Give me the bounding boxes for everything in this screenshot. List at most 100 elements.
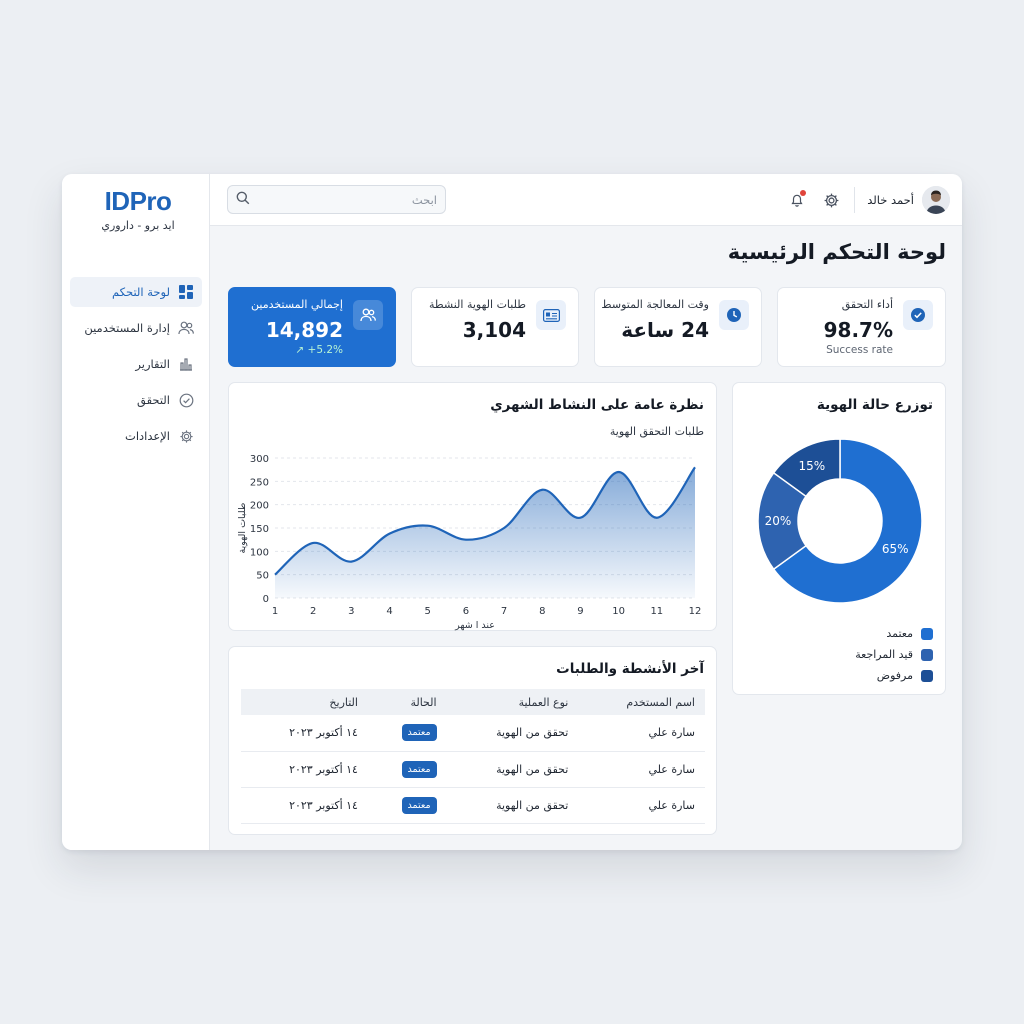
stat-label: وقت المعالجة المتوسط — [601, 298, 709, 311]
x-tick-label: 3 — [348, 606, 354, 617]
sidebar-item-settings[interactable]: الإعدادات — [70, 421, 202, 451]
cell-date: ١٤ أكتوبر ٢٠٢٣ — [241, 715, 368, 752]
card-title: آخر الأنشطة والطلبات — [556, 661, 704, 677]
data-point — [274, 573, 276, 575]
status-badge: معتمد — [401, 760, 437, 778]
dashboard-icon — [178, 284, 194, 300]
topbar-actions: أحمد خالد — [786, 184, 950, 216]
search-icon — [236, 190, 250, 209]
data-point — [312, 542, 314, 544]
search-box[interactable] — [227, 185, 446, 214]
user-name[interactable]: أحمد خالد — [867, 193, 914, 207]
x-tick-label: 2 — [310, 606, 316, 617]
clock-icon — [719, 300, 749, 330]
x-tick-label: 9 — [577, 606, 583, 617]
card-title: توزرع حالة الهوية — [816, 397, 933, 413]
users-icon — [353, 300, 383, 330]
legend-swatch — [921, 648, 933, 661]
sidebar-item-label: الإعدادات — [125, 429, 170, 443]
legend-swatch — [921, 669, 933, 682]
data-point — [617, 471, 619, 473]
chart-legend: معتمد قيد المراجعة مرفوض — [743, 623, 933, 686]
sidebar-item-reports[interactable]: التقارير — [70, 349, 202, 379]
stat-card-active-requests[interactable]: طلبات الهوية النشطة 3,104 — [411, 287, 579, 367]
topbar: أحمد خالد — [210, 174, 962, 226]
stat-value: 3,104 — [462, 318, 526, 342]
y-tick-label: 300 — [250, 454, 269, 465]
legend-label: معتمد — [886, 627, 913, 640]
legend-item-pending: قيد المراجعة — [743, 644, 933, 665]
pie-slice — [772, 438, 923, 604]
stat-card-processing-time[interactable]: وقت المعالجة المتوسط 24 ساعة — [594, 287, 762, 367]
stat-trend: ↗ +5.2% — [295, 344, 343, 356]
brand-subtitle: ايد برو - داروري — [101, 219, 175, 232]
y-tick-label: 50 — [256, 571, 269, 582]
y-tick-label: 0 — [263, 594, 269, 605]
notification-dot — [800, 190, 807, 196]
recent-activity-card: آخر الأنشطة والطلبات اسم المستخدم نوع ال… — [228, 646, 717, 835]
x-axis-label: عند ا شهر — [454, 620, 495, 631]
y-tick-label: 100 — [250, 547, 269, 558]
legend-label: قيد المراجعة — [855, 648, 913, 661]
data-point — [465, 538, 467, 540]
legend-item-approved: معتمد — [743, 623, 933, 644]
x-tick-label: 1 — [272, 606, 278, 617]
y-tick-label: 200 — [250, 501, 269, 512]
sidebar-item-label: لوحة التحكم — [112, 285, 170, 299]
sidebar-item-dashboard[interactable]: لوحة التحكم — [70, 277, 202, 307]
table-row[interactable]: سارة علي تحقق من الهوية معتمد ١٤ أكتوبر … — [241, 715, 705, 752]
cell-user: سارة علي — [578, 751, 705, 788]
sidebar: IDPro ايد برو - داروري لوحة التحكم إدارة… — [62, 174, 210, 850]
stat-label: طلبات الهوية النشطة — [429, 298, 526, 311]
table-row[interactable]: سارة علي تحقق من الهوية معتمد ١٤ أكتوبر … — [241, 787, 705, 824]
sidebar-nav: لوحة التحكم إدارة المستخدمين التقارير ال… — [70, 277, 202, 457]
stat-value: 24 ساعة — [621, 318, 709, 342]
column-header-status[interactable]: الحالة — [367, 689, 447, 715]
data-point — [388, 532, 390, 534]
search-input[interactable] — [258, 192, 437, 207]
cell-type: تحقق من الهوية — [446, 787, 579, 824]
stat-card-total-users[interactable]: إجمالي المستخدمين 14,892 ↗ +5.2% — [228, 287, 396, 367]
status-donut-chart: 65% 20% 15% — [757, 438, 923, 604]
slice-label: 20% — [765, 514, 792, 528]
card-title: نظرة عامة على النشاط الشهري — [490, 397, 704, 413]
sidebar-item-label: التحقق — [136, 393, 170, 407]
stat-value: 14,892 — [265, 318, 343, 342]
x-tick-label: 11 — [650, 606, 663, 617]
table-header-row: اسم المستخدم نوع العملية الحالة التاريخ — [241, 689, 705, 715]
sidebar-item-users[interactable]: إدارة المستخدمين — [70, 313, 202, 343]
cell-date: ١٤ أكتوبر ٢٠٢٣ — [241, 787, 368, 824]
slice-label: 15% — [799, 459, 826, 473]
x-tick-label: 7 — [501, 606, 507, 617]
column-header-user[interactable]: اسم المستخدم — [578, 689, 705, 715]
sidebar-item-verification[interactable]: التحقق — [70, 385, 202, 415]
bell-icon — [791, 194, 803, 207]
notifications-button[interactable] — [786, 189, 808, 211]
brand: IDPro ايد برو - داروري — [70, 186, 206, 232]
settings-button[interactable] — [820, 189, 842, 211]
data-point — [350, 560, 352, 562]
distribution-chart-card: توزرع حالة الهوية 65% 20% 15% معتمد قيد ال… — [732, 382, 946, 695]
column-header-type[interactable]: نوع العملية — [446, 689, 579, 715]
gear-icon — [178, 428, 194, 444]
data-point — [579, 517, 581, 519]
avatar[interactable] — [922, 186, 950, 214]
recent-activity-table: اسم المستخدم نوع العملية الحالة التاريخ … — [241, 689, 705, 824]
x-tick-label: 4 — [386, 606, 392, 617]
data-point — [427, 524, 429, 526]
stat-card-verification-rate[interactable]: أداء التحقق 98.7% Success rate — [777, 287, 946, 367]
stat-label: إجمالي المستخدمين — [251, 298, 343, 311]
x-tick-label: 12 — [689, 606, 702, 617]
cell-type: تحقق من الهوية — [446, 751, 579, 788]
x-tick-label: 5 — [425, 606, 431, 617]
legend-label: مرفوض — [876, 669, 913, 682]
id-card-icon — [536, 300, 566, 330]
topbar-divider — [854, 187, 856, 213]
table-row[interactable]: سارة علي تحقق من الهوية معتمد ١٤ أكتوبر … — [241, 751, 705, 788]
brand-logo[interactable]: IDPro — [104, 186, 172, 216]
column-header-date[interactable]: التاريخ — [241, 689, 368, 715]
legend-swatch — [921, 627, 933, 640]
legend-item-rejected: مرفوض — [743, 665, 933, 686]
data-point — [541, 489, 543, 491]
